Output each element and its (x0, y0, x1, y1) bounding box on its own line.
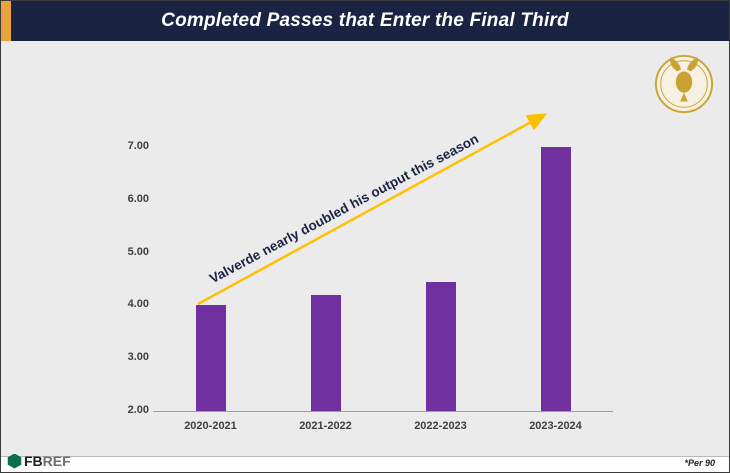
x-tick-label: 2023-2024 (529, 420, 582, 432)
goat-crest-logo (653, 53, 715, 115)
y-tick-label: 6.00 (127, 192, 149, 205)
fbref-logo-fb: FB (24, 453, 43, 469)
y-tick-label: 3.00 (127, 351, 149, 364)
y-tick-label: 4.00 (127, 298, 149, 311)
fbref-hex-icon (7, 453, 22, 469)
y-tick-label: 5.00 (127, 245, 149, 258)
title-bar: Completed Passes that Enter the Final Th… (1, 1, 729, 41)
bar-2021-2022 (310, 294, 341, 411)
bar-2022-2023 (425, 281, 456, 411)
bar-chart: Valverde nearly doubled his output this … (1, 41, 729, 457)
footer-divider (1, 456, 729, 472)
page-title: Completed Passes that Enter the Final Th… (161, 10, 569, 31)
x-tick-label: 2020-2021 (184, 420, 237, 432)
accent-bar (1, 1, 11, 41)
fbref-logo-ref: REF (42, 453, 71, 469)
per90-footnote: *Per 90 (684, 458, 715, 468)
x-tick-label: 2021-2022 (299, 420, 352, 432)
bar-2023-2024 (540, 147, 571, 411)
fbref-logo: FB REF (7, 453, 71, 469)
x-tick-label: 2022-2023 (414, 420, 467, 432)
y-tick-label: 2.00 (127, 404, 149, 416)
goat-icon (654, 54, 714, 114)
annotation-text: Valverde nearly doubled his output this … (207, 131, 481, 287)
bar-2020-2021 (195, 305, 226, 411)
y-tick-label: 7.00 (127, 140, 149, 152)
x-axis-line (153, 411, 613, 412)
